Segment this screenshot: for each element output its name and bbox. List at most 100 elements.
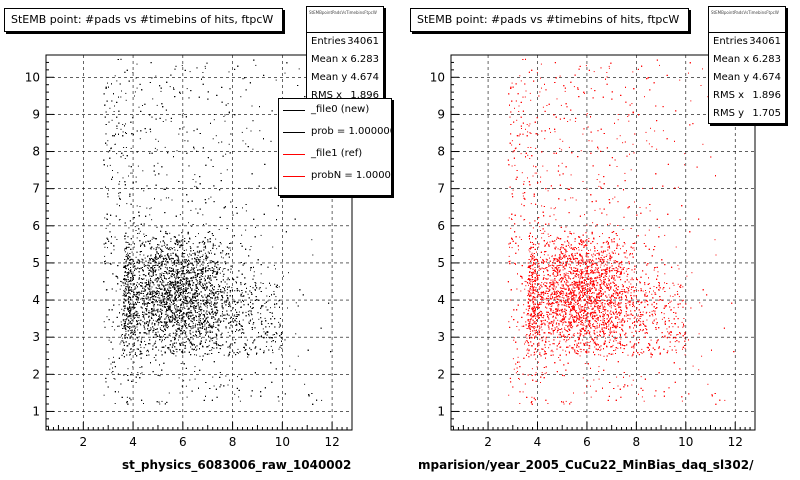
left-data-point: [169, 303, 171, 305]
left-data-point: [236, 323, 237, 325]
left-data-point: [142, 170, 144, 172]
left-data-point: [223, 354, 225, 356]
left-data-point: [147, 268, 149, 270]
left-data-point: [133, 134, 134, 136]
left-data-point: [227, 384, 229, 386]
left-data-point: [209, 313, 211, 315]
left-data-point: [150, 288, 152, 290]
left-data-point: [130, 307, 132, 309]
left-data-point: [218, 329, 220, 331]
left-data-point: [180, 363, 182, 364]
left-data-point: [168, 257, 170, 259]
left-data-point: [258, 318, 260, 320]
left-data-point: [169, 287, 171, 289]
left-data-point: [126, 246, 128, 248]
left-data-point: [178, 263, 180, 265]
left-data-point: [146, 207, 148, 209]
left-data-point: [192, 322, 194, 324]
left-data-point: [152, 273, 154, 275]
left-data-point: [158, 269, 160, 271]
left-data-point: [205, 284, 207, 286]
left-data-point: [126, 133, 127, 134]
left-data-point: [189, 292, 191, 294]
left-data-point: [247, 293, 249, 295]
left-data-point: [217, 269, 219, 271]
left-data-point: [241, 131, 243, 133]
left-data-point: [133, 349, 135, 351]
left-data-point: [167, 298, 169, 300]
left-data-point: [202, 254, 204, 256]
left-data-point: [153, 248, 155, 250]
left-data-point: [192, 327, 194, 329]
left-data-point: [180, 284, 182, 286]
left-data-point: [170, 294, 172, 296]
left-data-point: [135, 287, 137, 289]
left-data-point: [181, 304, 182, 306]
left-data-point: [157, 296, 159, 298]
left-data-point: [218, 284, 219, 286]
left-data-point: [149, 214, 151, 216]
left-data-point: [114, 403, 116, 404]
left-data-point: [148, 310, 150, 312]
left-data-point: [164, 266, 166, 268]
left-data-point: [182, 332, 184, 334]
left-data-point: [189, 269, 191, 271]
left-data-point: [148, 279, 150, 281]
left-data-point: [199, 279, 201, 281]
left-data-point: [188, 308, 190, 310]
left-data-point: [171, 257, 173, 259]
left-data-point: [135, 176, 137, 178]
left-data-point: [207, 268, 209, 270]
left-data-point: [144, 332, 146, 334]
left-data-point: [187, 313, 189, 315]
left-data-point: [225, 286, 226, 288]
left-data-point: [155, 138, 157, 140]
left-data-point: [201, 308, 203, 310]
left-data-point: [175, 310, 177, 312]
left-data-point: [246, 339, 248, 341]
left-data-point: [185, 347, 187, 349]
left-data-point: [218, 142, 220, 144]
left-data-point: [176, 275, 177, 277]
left-data-point: [166, 336, 168, 338]
left-data-point: [225, 375, 227, 377]
left-data-point: [139, 353, 141, 355]
left-data-point: [141, 338, 143, 340]
left-data-point: [161, 283, 162, 285]
left-data-point: [143, 190, 145, 192]
left-data-point: [148, 260, 150, 262]
left-data-point: [178, 323, 180, 325]
left-data-point: [295, 302, 297, 304]
left-data-point: [137, 293, 138, 295]
left-data-point: [104, 246, 106, 248]
left-data-point: [136, 237, 138, 239]
left-data-point: [202, 214, 204, 216]
left-data-point: [124, 306, 126, 308]
left-data-point: [198, 269, 200, 271]
left-data-point: [180, 307, 182, 308]
left-data-point: [152, 302, 153, 304]
left-data-point: [207, 301, 209, 303]
left-data-point: [235, 316, 237, 317]
left-data-point: [151, 219, 153, 221]
left-data-point: [267, 300, 269, 302]
left-data-point: [213, 303, 215, 304]
left-data-point: [176, 300, 178, 302]
left-data-point: [202, 72, 204, 73]
left-data-point: [214, 307, 216, 309]
left-data-point: [211, 260, 213, 262]
left-data-point: [123, 147, 125, 148]
left-data-point: [207, 277, 209, 278]
left-data-point: [218, 325, 220, 327]
left-data-point: [259, 130, 261, 132]
left-data-point: [184, 313, 186, 315]
left-data-point: [187, 295, 189, 297]
left-data-point: [199, 284, 201, 286]
left-data-point: [178, 339, 179, 341]
left-data-point: [152, 98, 154, 100]
left-data-point: [253, 271, 255, 273]
left-data-point: [138, 297, 140, 299]
left-data-point: [207, 270, 209, 272]
left-data-point: [192, 331, 194, 333]
left-data-point: [149, 343, 151, 345]
